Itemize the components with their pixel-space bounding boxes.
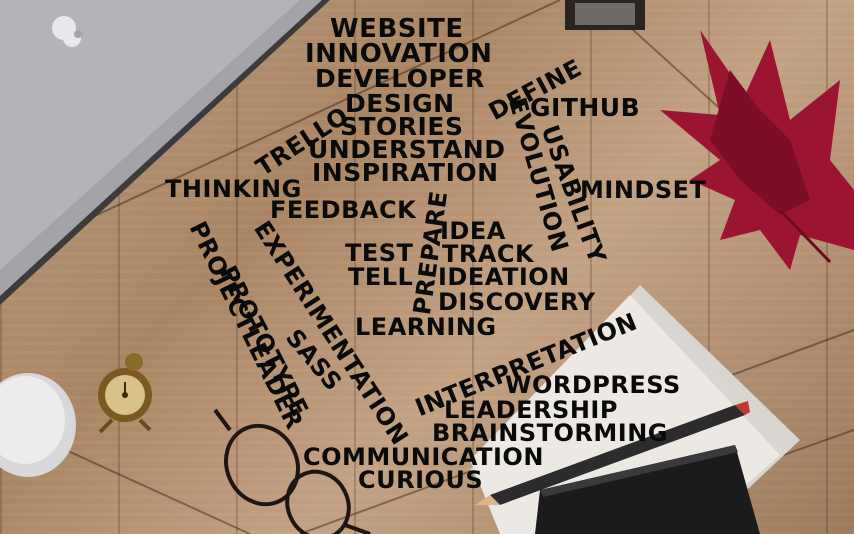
word-discovery: DISCOVERY <box>438 288 596 316</box>
word-understand: UNDERSTAND <box>308 135 506 164</box>
word-learning: LEARNING <box>355 313 497 341</box>
word-communication: COMMUNICATION <box>303 443 544 471</box>
books <box>565 0 645 30</box>
word-wordpress: WORDPRESS <box>505 371 681 399</box>
word-mindset: MINDSET <box>580 176 707 204</box>
word-developer: DEVELOPER <box>315 64 485 93</box>
word-stories: STORIES <box>340 112 464 141</box>
word-website: WEBSITE <box>330 14 464 44</box>
word-test: TEST <box>345 239 414 267</box>
apple-logo-icon <box>52 16 82 47</box>
word-ideation: IDEATION <box>438 263 570 291</box>
word-idea: IDEA <box>440 217 506 245</box>
laptop <box>0 0 330 305</box>
word-brainstorming: BRAINSTORMING <box>432 419 668 447</box>
word-feedback: FEEDBACK <box>270 196 417 224</box>
word-track: TRACK <box>442 240 535 268</box>
notebook <box>535 445 760 534</box>
alarm-clock <box>98 353 152 434</box>
eyeglasses <box>213 408 371 534</box>
maple-leaf <box>660 30 854 270</box>
mouse <box>0 373 76 477</box>
word-leadership: LEADERSHIP <box>444 396 618 424</box>
word-inspiration: INSPIRATION <box>312 158 499 187</box>
word-curious: CURIOUS <box>358 466 484 494</box>
word-github: GITHUB <box>530 93 641 122</box>
word-tell: TELL <box>348 263 414 291</box>
pencil <box>475 401 750 505</box>
word-innovation: INNOVATION <box>305 39 493 69</box>
word-thinking: THINKING <box>165 175 302 203</box>
word-design: DESIGN <box>345 89 455 118</box>
